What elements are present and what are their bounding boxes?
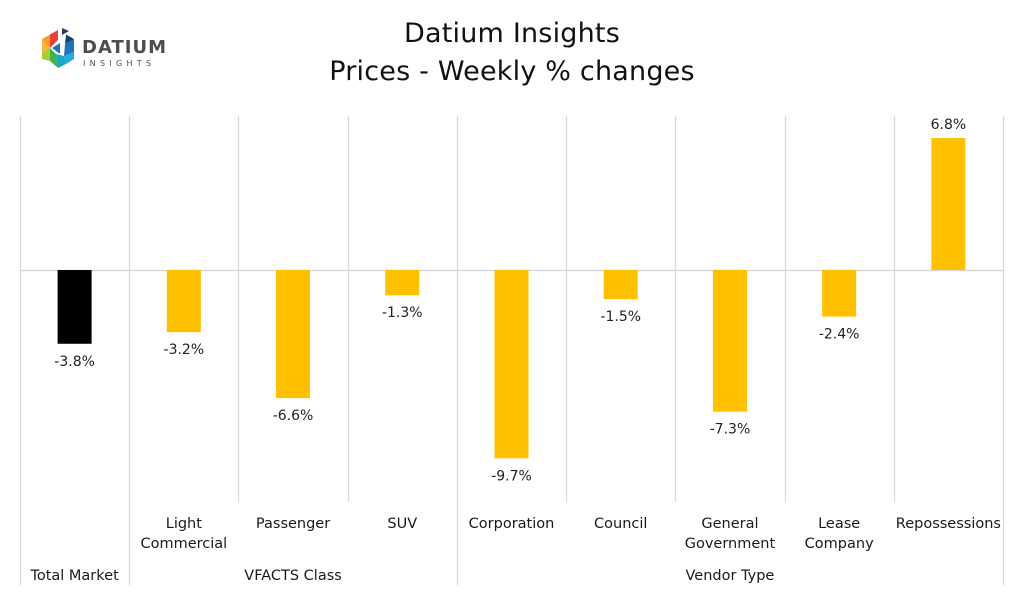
data-label: -9.7%: [491, 468, 532, 484]
chart-subtitle: Prices - Weekly % changes: [329, 56, 695, 87]
category-label: SUV: [387, 516, 417, 532]
category-label: Corporation: [469, 516, 555, 532]
group-label: Total Market: [29, 568, 119, 584]
data-label: 6.8%: [931, 117, 967, 133]
bar-total-market: [57, 270, 92, 344]
data-label: -7.3%: [710, 422, 751, 438]
category-label: Light: [166, 516, 203, 532]
group-label: VFACTS Class: [244, 568, 342, 584]
bar-light-commercial: [166, 270, 201, 333]
bar-suv: [385, 270, 420, 296]
category-label: Lease: [818, 516, 860, 532]
category-label: Repossessions: [896, 516, 1001, 532]
data-label: -3.2%: [164, 342, 205, 358]
group-label: Vendor Type: [686, 568, 775, 584]
logo-brand: DATIUM: [82, 37, 167, 58]
bar-passenger: [276, 270, 311, 399]
category-labels: Light Commercial Passenger SUV Corporation Co…: [140, 516, 1001, 552]
bar-repossessions: [931, 138, 966, 270]
data-label: -1.5%: [600, 309, 641, 325]
bar-council: [603, 270, 638, 300]
data-label: -1.3%: [382, 305, 423, 321]
category-label: Council: [594, 516, 647, 532]
data-label: -6.6%: [273, 408, 314, 424]
category-label: Company: [805, 536, 874, 552]
category-label: Government: [685, 536, 776, 552]
hexagon-d-logo-icon: DATIUM INSIGHTS: [42, 28, 167, 68]
category-label: Passenger: [256, 516, 330, 532]
data-label: -2.4%: [819, 327, 860, 343]
bars: [57, 138, 966, 459]
bar-corporation: [494, 270, 529, 459]
group-labels: Total Market VFACTS Class Vendor Type: [29, 568, 774, 584]
chart-title: Datium Insights: [404, 18, 620, 49]
category-label: Commercial: [140, 536, 227, 552]
bar-lease-company: [822, 270, 857, 317]
data-labels: -3.8% -3.2% -6.6% -1.3% -9.7% -1.5% -7.3% -2.4%…: [54, 117, 966, 484]
logo-tagline: INSIGHTS: [83, 59, 155, 68]
bar-general-government: [712, 270, 747, 412]
category-label: General: [701, 516, 758, 532]
datium-logo: DATIUM INSIGHTS: [38, 26, 188, 82]
data-label: -3.8%: [54, 354, 95, 370]
